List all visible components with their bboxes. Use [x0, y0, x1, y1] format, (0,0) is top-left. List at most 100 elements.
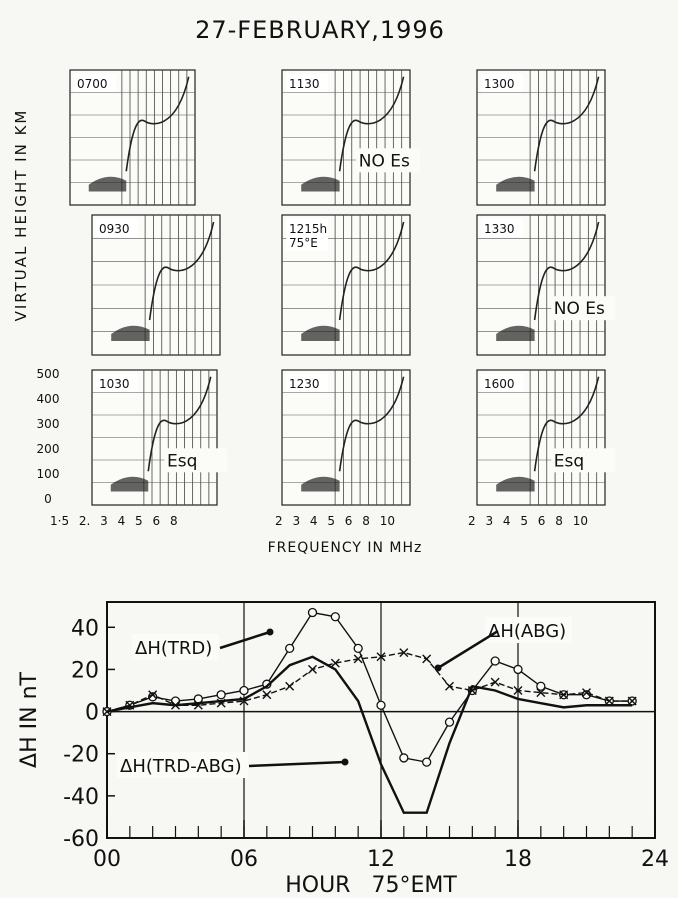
trace — [338, 221, 405, 321]
point — [148, 692, 158, 702]
y-tick-label: 40 — [71, 616, 99, 641]
point — [627, 696, 637, 706]
label-box — [481, 74, 523, 92]
point — [262, 690, 272, 700]
freq-tick-labels: 2 3 4 5 6 8 10 — [275, 514, 395, 528]
point — [582, 688, 591, 698]
trace — [533, 76, 600, 172]
x-tick-label: 12 — [367, 847, 395, 872]
panel-note: Esq — [554, 451, 584, 471]
arrow-head — [434, 664, 442, 672]
point — [559, 690, 569, 700]
panel-note: Esq — [167, 451, 197, 471]
legend-label: ΔH(ABG) — [488, 621, 566, 642]
arrow-head — [266, 628, 274, 636]
point — [399, 753, 409, 763]
trace — [533, 221, 600, 321]
ionogram-panel: 0700 — [69, 69, 196, 206]
point — [536, 688, 546, 698]
label-box — [74, 74, 116, 92]
point — [307, 607, 318, 618]
ionogram-panel: 1130 NO Es — [281, 69, 421, 206]
height-tick-label: 0 — [44, 492, 52, 506]
point — [513, 664, 523, 675]
point — [422, 757, 432, 767]
point — [216, 690, 226, 700]
point — [330, 658, 340, 668]
point — [490, 656, 500, 666]
point — [330, 612, 340, 622]
es-trace — [301, 325, 340, 341]
es-trace — [111, 325, 150, 341]
y-tick-label: 0 — [85, 701, 99, 726]
point — [444, 717, 455, 727]
legend-bg — [132, 634, 219, 660]
point — [376, 652, 386, 662]
ionogram-panel: 0930 — [91, 214, 221, 356]
point — [376, 700, 386, 710]
panel-time: 1600 — [484, 377, 515, 391]
note-box — [551, 296, 616, 321]
legend-bg — [485, 617, 572, 643]
ionogram-panel: 1330 NO Es — [476, 214, 616, 356]
panel-time: 1330 — [484, 222, 515, 236]
note-box — [356, 148, 421, 173]
point — [445, 681, 454, 691]
label-box — [286, 219, 328, 251]
figure-title: 27-FEBRUARY,1996 — [195, 16, 445, 44]
es-trace — [496, 476, 535, 492]
legend-label: ΔH(TRD) — [135, 638, 212, 659]
note-box — [164, 448, 227, 473]
arrow-head — [341, 758, 349, 766]
y-tick-label: 20 — [71, 658, 99, 683]
es-trace — [110, 476, 149, 492]
panel-time: 1215h — [289, 222, 327, 236]
point — [513, 686, 523, 695]
trace — [125, 76, 190, 172]
label-box — [481, 374, 523, 392]
y-tick-label: -60 — [63, 827, 99, 852]
panel-time: 1130 — [289, 77, 320, 91]
label-box — [481, 219, 523, 237]
es-trace — [301, 476, 340, 492]
point — [353, 643, 363, 654]
trace — [338, 376, 405, 472]
label-box — [286, 374, 328, 392]
ionogram-panel: 1230 — [281, 369, 411, 506]
series-line — [106, 651, 633, 713]
panel-sub: 75°E — [289, 236, 318, 250]
label-box — [96, 374, 138, 392]
x-axis-label: HOUR 75°EMT — [285, 873, 457, 898]
y-tick-label: -20 — [63, 743, 99, 768]
panel-time: 0700 — [77, 77, 108, 91]
line-chart: 00 06 12 18 24 40 20 0 -20 -40 -60 ΔH IN nT HOUR 75°… — [17, 601, 669, 898]
y-tick-label: -40 — [63, 785, 99, 810]
point — [536, 681, 546, 691]
panel-time: 0930 — [99, 222, 130, 236]
x-tick-label: 00 — [93, 847, 121, 872]
es-trace — [301, 176, 340, 192]
ionogram-panel: 1300 — [476, 69, 606, 206]
y-axis-label: ΔH IN nT — [17, 671, 42, 767]
x-tick-label: 18 — [504, 847, 532, 872]
series-line — [106, 655, 633, 814]
x-tick-label: 24 — [641, 847, 669, 872]
point — [422, 654, 432, 664]
panel-time: 1030 — [99, 377, 130, 391]
point — [490, 677, 500, 687]
note-box — [551, 448, 616, 473]
panel-time: 1300 — [484, 77, 515, 91]
height-tick-label: 100 — [37, 467, 60, 481]
ionogram-panel: 1600 Esq — [476, 369, 616, 506]
panel-time: 1230 — [289, 377, 320, 391]
ionogram-y-label: VIRTUAL HEIGHT IN KM — [12, 109, 30, 322]
height-tick-label: 500 — [37, 367, 60, 381]
point — [285, 681, 295, 691]
panel-note: NO Es — [359, 151, 410, 171]
freq-tick-labels: 1·5 2. 3 4 5 6 8 — [50, 514, 178, 528]
point — [353, 654, 363, 664]
ionogram-panel: 1030 Esq — [91, 369, 227, 506]
point — [399, 648, 409, 658]
